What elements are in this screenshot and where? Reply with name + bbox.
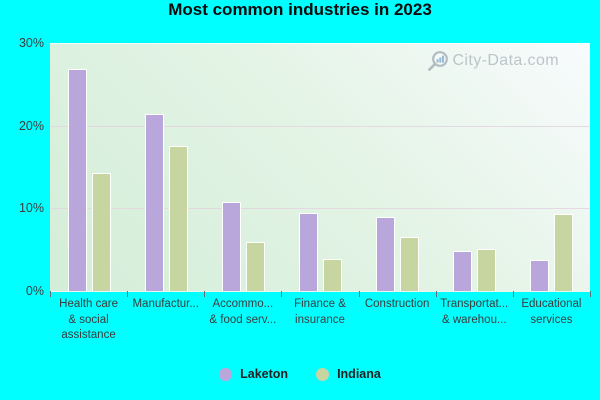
x-axis-label: Educational services <box>521 298 582 326</box>
x-axis-tickmark <box>204 291 206 297</box>
bar-indiana-0 <box>91 172 111 291</box>
x-axis-tickmark <box>50 291 51 297</box>
bar-indiana-2 <box>245 242 265 291</box>
y-axis-tick-label: 10% <box>18 201 44 216</box>
chart-title: Most common industries in 2023 <box>168 0 432 19</box>
x-axis-label: Accommo... & food serv... <box>209 298 277 326</box>
bar-laketon-6 <box>530 260 550 291</box>
plot-area: City-Data.com <box>50 43 590 292</box>
bar-indiana-3 <box>323 258 342 291</box>
x-axis-tickmark <box>435 291 437 297</box>
legend-item-laketon: Laketon <box>219 367 288 381</box>
bar-laketon-2 <box>221 201 241 291</box>
laketon-series-swatch <box>219 367 233 381</box>
x-axis-tickmark <box>281 291 283 297</box>
x-axis-label: Manufactur... <box>132 298 199 310</box>
magnifier-icon <box>426 50 449 73</box>
x-axis-tickmark <box>512 291 514 297</box>
x-axis-label: Construction <box>364 298 430 310</box>
city-data-watermark: City-Data.com <box>426 49 559 73</box>
legend-label-laketon: Laketon <box>240 367 289 381</box>
x-axis-label: Transportat... & warehou... <box>440 298 509 326</box>
legend-item-indiana: Indiana <box>316 367 381 381</box>
indiana-series-swatch <box>316 367 330 381</box>
x-axis-label: Health care & social assistance <box>59 298 118 341</box>
x-axis-tickmark <box>590 291 591 297</box>
x-axis-tickmark <box>358 291 360 297</box>
bar-indiana-4 <box>400 237 420 291</box>
bar-laketon-1 <box>144 114 164 291</box>
bar-laketon-0 <box>67 69 87 291</box>
bar-indiana-5 <box>477 248 497 291</box>
bar-indiana-1 <box>168 146 188 291</box>
legend: Laketon Indiana <box>0 362 600 386</box>
x-axis-label: Finance & insurance <box>294 298 346 326</box>
bar-laketon-4 <box>376 217 396 291</box>
bar-laketon-5 <box>453 251 473 291</box>
y-axis-tick-label: 30% <box>18 36 44 50</box>
x-axis-tickmark <box>127 291 129 297</box>
gridline <box>50 208 590 210</box>
gridline <box>50 43 590 44</box>
bar-laketon-3 <box>299 213 318 291</box>
gridline <box>50 125 590 127</box>
bar-indiana-6 <box>554 214 574 291</box>
y-axis-tick-label: 20% <box>18 118 44 133</box>
y-axis-tick-label: 0% <box>25 284 44 298</box>
legend-label-indiana: Indiana <box>337 367 381 381</box>
watermark-label: City-Data.com <box>452 52 559 69</box>
